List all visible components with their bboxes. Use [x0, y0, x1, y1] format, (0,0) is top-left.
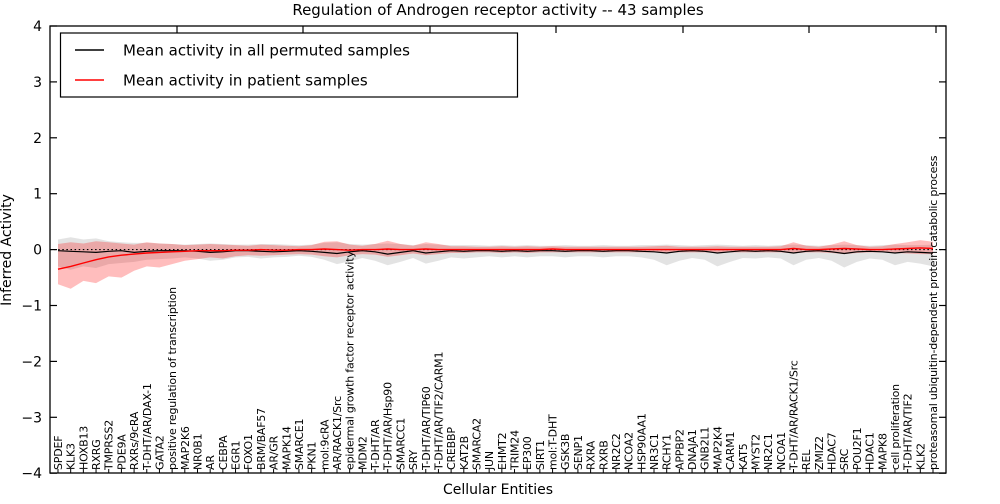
legend-box	[59, 32, 519, 98]
x-tick-label: MAP2K6	[179, 426, 192, 470]
legend-entry-permuted: Mean activity in all permuted samples	[75, 42, 410, 60]
x-tick-label: AR/GR	[268, 435, 281, 470]
y-tick-label: 1	[33, 187, 42, 203]
x-tick-label: HOXB13	[77, 426, 90, 470]
x-tick-label: SRC	[838, 448, 851, 470]
x-tick-label: SENP1	[572, 435, 585, 470]
x-tick-label: T-DHT/AR/TIF2	[902, 394, 915, 471]
x-tick-label: NCOA2	[623, 432, 636, 470]
x-tick-label: T-DHT/AR/TIF2/CARM1	[432, 352, 445, 471]
x-tick-label: HSP90AA1	[635, 413, 648, 470]
x-tick-label: T-DHT/AR	[369, 419, 382, 471]
permuted-mean-line	[57, 250, 934, 255]
y-tick-label: 0	[33, 243, 42, 259]
x-tick-label: SMARCC1	[394, 418, 407, 470]
x-axis-label: Cellular Entities	[443, 482, 553, 498]
x-tick-label: MAPK8	[876, 433, 889, 470]
x-tick-label: PKN1	[306, 442, 319, 470]
x-tick-label: MYST2	[750, 434, 763, 470]
x-tick-label: GSK3B	[559, 434, 572, 470]
y-tick-label: −2	[21, 354, 42, 370]
x-tick-label: JUN	[483, 451, 496, 471]
x-tick-label: NR3C1	[648, 433, 661, 470]
x-tick-label: proteasomal ubiquitin-dependent protein …	[927, 155, 940, 470]
plot-frame	[49, 25, 947, 474]
x-tick-label: SRY	[407, 449, 420, 470]
x-tick-label: KLK3	[65, 443, 78, 470]
x-tick-label: CARM1	[724, 432, 737, 470]
legend-entry-patient: Mean activity in patient samples	[75, 72, 368, 90]
x-tick-label: EP300	[521, 436, 534, 470]
x-tick-label: KLK2	[914, 443, 927, 470]
x-tick-label: HDAC7	[826, 432, 839, 470]
x-tick-label: KAT2B	[458, 436, 471, 470]
x-tick-label: AR	[204, 455, 217, 470]
y-tick-label: 3	[33, 75, 42, 91]
x-tick-label: EGR1	[230, 441, 243, 470]
y-tick-label: −3	[21, 410, 42, 426]
x-tick-label: mol:T-DHT	[547, 414, 560, 470]
y-tick-label: 2	[33, 131, 42, 147]
x-tick-label: T-DHT/AR/Hsp90	[382, 382, 395, 471]
permuted-std-band	[58, 237, 933, 270]
x-tick-label: SPDEF	[52, 436, 65, 470]
x-tick-label: T-DHT/AR/TIP60	[420, 386, 433, 471]
x-tick-label: AR/RACK1/Src	[331, 396, 344, 470]
x-tick-label: TMPRSS2	[103, 420, 116, 471]
x-tick-label: EHMT2	[496, 433, 509, 470]
x-tick-label: APPBP2	[673, 429, 686, 470]
x-tick-label: MAPK14	[280, 426, 293, 470]
x-tick-label: GATA2	[153, 435, 166, 470]
x-tick-label: RXRG	[90, 439, 103, 470]
x-tick-label: ZMIZ2	[813, 436, 826, 470]
x-tick-label: RXRB	[597, 440, 610, 470]
x-tick-label: RCHY1	[661, 434, 674, 470]
x-tick-label: BRM/BAF57	[255, 408, 268, 470]
x-tick-label: NR0B1	[192, 434, 205, 470]
x-tick-label: SIRT1	[534, 440, 547, 470]
x-tick-label: T-DHT/AR/DAX-1	[141, 383, 154, 471]
y-tick-label: −4	[21, 466, 42, 482]
x-tick-label: mol:9cRA	[318, 419, 331, 470]
x-tick-label: REL	[800, 449, 813, 470]
x-tick-label: RXRs/9cRA	[128, 411, 141, 470]
x-tick-label: CREBBP	[445, 427, 458, 470]
x-tick-label: MDM2	[356, 436, 369, 470]
x-tick-label: positive regulation of transcription	[166, 287, 179, 470]
x-tick-label: NR2C2	[610, 433, 623, 470]
legend: Mean activity in all permuted samples Me…	[59, 32, 519, 98]
x-tick-label: HDAC1	[864, 432, 877, 470]
y-tick-label: 4	[33, 19, 42, 35]
x-tick-label: TRIM24	[509, 430, 522, 471]
legend-label-patient: Mean activity in patient samples	[123, 72, 368, 90]
x-tick-label: FOXO1	[242, 434, 255, 470]
y-tick-label: −1	[21, 299, 42, 315]
x-tick-label: DNAJA1	[686, 429, 699, 470]
x-tick-label: epidermal growth factor receptor activit…	[344, 251, 357, 470]
x-tick-label: KAT5	[737, 443, 750, 470]
patient-std-band	[58, 240, 933, 289]
x-tick-label: PDE9A	[115, 434, 128, 470]
patient-mean-line	[57, 247, 934, 270]
chart-title: Regulation of Androgen receptor activity…	[292, 1, 704, 19]
x-tick-label: RXRA	[585, 440, 598, 470]
x-tick-label: CEBPA	[217, 435, 230, 470]
x-tick-label: NR2C1	[762, 433, 775, 470]
x-tick-label: T-DHT/AR/RACK1/Src	[788, 360, 801, 471]
x-tick-label: GNB2L1	[699, 427, 712, 470]
x-tick-label: MAP2K4	[711, 426, 724, 470]
x-tick-label: POU2F1	[851, 428, 864, 470]
y-axis-label: Inferred Activity	[0, 194, 15, 306]
x-tick-label: cell proliferation	[889, 384, 902, 470]
legend-label-permuted: Mean activity in all permuted samples	[123, 42, 410, 60]
x-tick-label: SMARCE1	[293, 419, 306, 470]
x-tick-label: SMARCA2	[471, 418, 484, 470]
x-tick-label: NCOA1	[775, 432, 788, 470]
